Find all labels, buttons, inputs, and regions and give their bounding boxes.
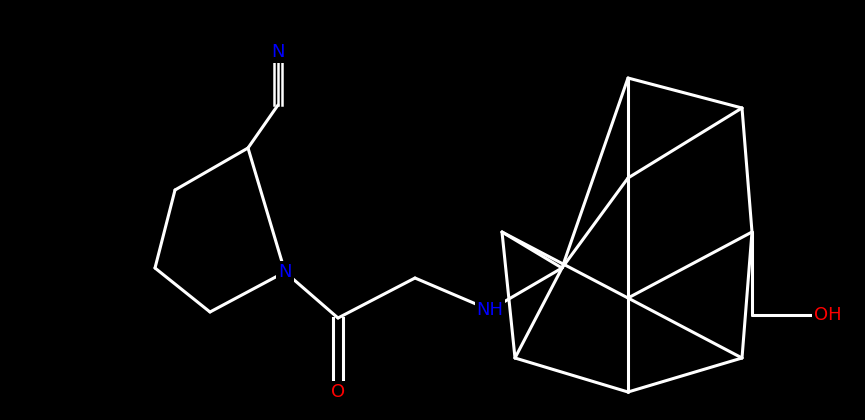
Text: N: N xyxy=(272,43,285,61)
Text: O: O xyxy=(331,383,345,401)
Text: OH: OH xyxy=(814,306,842,324)
Text: NH: NH xyxy=(477,301,503,319)
Text: N: N xyxy=(279,263,292,281)
